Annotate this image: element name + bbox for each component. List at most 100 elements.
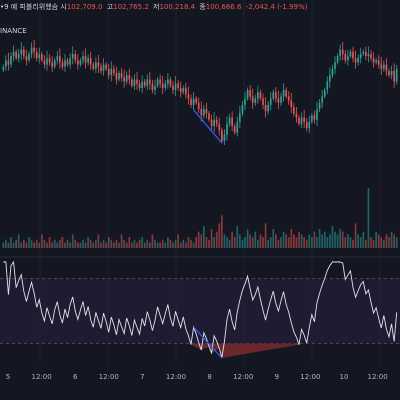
- candle: [280, 92, 282, 106]
- candle-body: [313, 115, 316, 120]
- candle: [41, 51, 43, 63]
- candle-body: [33, 47, 35, 52]
- volume-bar: [254, 231, 257, 248]
- candle: [275, 87, 277, 103]
- candle-body: [100, 66, 102, 71]
- volume-bar: [205, 237, 208, 248]
- volume-bar: [352, 239, 354, 248]
- volume-bar: [221, 215, 223, 248]
- candle-body: [298, 117, 300, 124]
- volume-bar: [385, 234, 388, 248]
- candle-body: [197, 102, 200, 110]
- candle: [179, 81, 182, 98]
- candle: [172, 80, 174, 95]
- candle: [282, 83, 285, 102]
- candle-body: [200, 109, 203, 116]
- candle: [87, 54, 89, 66]
- candle-body: [228, 117, 231, 124]
- candle-body: [336, 56, 339, 63]
- volume-bar: [233, 237, 236, 248]
- volume-bar: [344, 237, 347, 248]
- volume-bar: [192, 242, 195, 248]
- volume-bar: [331, 226, 334, 248]
- candle: [316, 101, 318, 126]
- volume-bar: [167, 237, 169, 248]
- candle: [285, 87, 287, 99]
- volume-bar: [100, 242, 102, 248]
- volume-bar: [92, 242, 95, 248]
- candle-body: [236, 121, 239, 133]
- time-axis-label: 12:00: [166, 373, 186, 381]
- symbol-legend: •9 예 피볼리위했슴 시102,709.0 고102,765.2 저100,2…: [0, 1, 307, 13]
- candle: [380, 56, 383, 75]
- candle: [187, 86, 190, 105]
- volume-bar: [177, 234, 179, 248]
- volume-bar: [349, 237, 352, 248]
- indicator-name: •9 예 피볼리위했슴: [0, 3, 59, 11]
- volume-bar: [282, 231, 285, 248]
- candle-body: [15, 51, 17, 59]
- volume-bar: [339, 228, 341, 248]
- candle: [79, 57, 82, 67]
- candle-body: [30, 47, 33, 54]
- candle-body: [375, 60, 377, 63]
- volume-bar: [208, 239, 210, 248]
- volume-bar: [89, 239, 92, 248]
- candle: [305, 118, 308, 132]
- volume-bar: [12, 242, 15, 248]
- candle: [344, 50, 347, 64]
- candle-body: [97, 62, 100, 67]
- candle: [293, 103, 295, 117]
- volume-bar: [213, 237, 215, 248]
- time-axis-label: 12:00: [368, 373, 388, 381]
- candle-body: [192, 98, 195, 105]
- candle-body: [272, 92, 275, 99]
- candle: [51, 56, 53, 72]
- candle-body: [264, 104, 267, 112]
- candle-body: [82, 56, 84, 61]
- volume-bar: [257, 239, 259, 248]
- volume-bar: [120, 234, 123, 248]
- volume-bar: [295, 237, 298, 248]
- candle: [149, 71, 151, 90]
- rsi-pane[interactable]: [0, 260, 400, 359]
- candle-body: [156, 79, 159, 86]
- volume-bar: [275, 234, 277, 248]
- candle: [377, 55, 380, 69]
- volume-bar: [195, 237, 197, 248]
- volume-bar: [341, 231, 344, 248]
- volume-bar: [154, 239, 156, 248]
- volume-bar: [15, 239, 17, 248]
- candle: [82, 51, 84, 65]
- candle-body: [105, 64, 107, 69]
- candle-body: [254, 98, 257, 103]
- candle: [208, 110, 210, 122]
- volume-bar: [128, 237, 131, 248]
- volume-bar: [74, 239, 77, 248]
- volume-bar: [187, 237, 190, 248]
- volume-bar: [25, 242, 28, 248]
- candle-body: [120, 73, 123, 78]
- candle: [303, 109, 305, 128]
- candle: [233, 123, 236, 135]
- volume-bar: [169, 239, 172, 248]
- candle-body: [241, 104, 244, 114]
- candle-body: [347, 56, 349, 61]
- candle: [33, 40, 35, 58]
- volume-bar: [69, 242, 71, 248]
- candle-body: [244, 98, 246, 105]
- candle-body: [257, 92, 259, 99]
- volume-bar: [107, 237, 110, 248]
- candle-body: [7, 60, 10, 65]
- candle: [262, 93, 264, 109]
- candle: [192, 92, 195, 110]
- candle: [164, 79, 167, 91]
- candle-body: [71, 53, 74, 59]
- candle: [264, 97, 267, 118]
- candle: [347, 49, 349, 66]
- candle: [318, 98, 321, 113]
- candlestick-series[interactable]: [2, 40, 398, 145]
- price-divergence-line: [193, 109, 223, 144]
